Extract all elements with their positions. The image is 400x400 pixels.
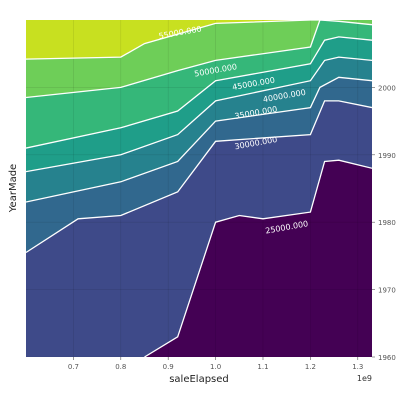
y-axis-ticks: 1960 1970 1980 1990 2000 — [372, 84, 396, 362]
x-tick-label: 0.8 — [115, 363, 126, 371]
x-tick-label: 0.9 — [163, 363, 174, 371]
x-axis-label: saleElapsed — [169, 374, 229, 385]
x-tick-label: 1.3 — [352, 363, 363, 371]
x-axis-ticks: 0.7 0.8 0.9 1.0 1.1 1.2 1.3 — [68, 357, 363, 371]
y-tick-label: 1980 — [378, 219, 396, 227]
contour-line-30000 — [26, 100, 372, 254]
contour-line-35000 — [26, 76, 372, 203]
x-tick-label: 0.7 — [68, 363, 79, 371]
y-tick-label: 1970 — [378, 287, 396, 295]
y-axis-label: YearMade — [8, 164, 19, 213]
contour-line-40000 — [26, 56, 372, 173]
gridlines — [26, 20, 372, 357]
x-tick-label: 1.2 — [305, 363, 316, 371]
x-tick-label: 1.0 — [210, 363, 221, 371]
contour-band-7 — [26, 20, 320, 60]
y-tick-label: 1960 — [378, 354, 396, 362]
contour-line-50000 — [26, 20, 372, 99]
contour-line-55000 — [26, 20, 320, 60]
y-tick-label: 1990 — [378, 152, 396, 160]
contour-fill-regions — [26, 20, 372, 357]
y-tick-label: 2000 — [378, 84, 396, 92]
contour-lines — [26, 20, 372, 357]
x-axis-multiplier: 1e9 — [357, 374, 372, 383]
x-tick-label: 1.1 — [257, 363, 268, 371]
contour-line-25000 — [144, 159, 372, 357]
contour-line-45000 — [26, 36, 372, 149]
